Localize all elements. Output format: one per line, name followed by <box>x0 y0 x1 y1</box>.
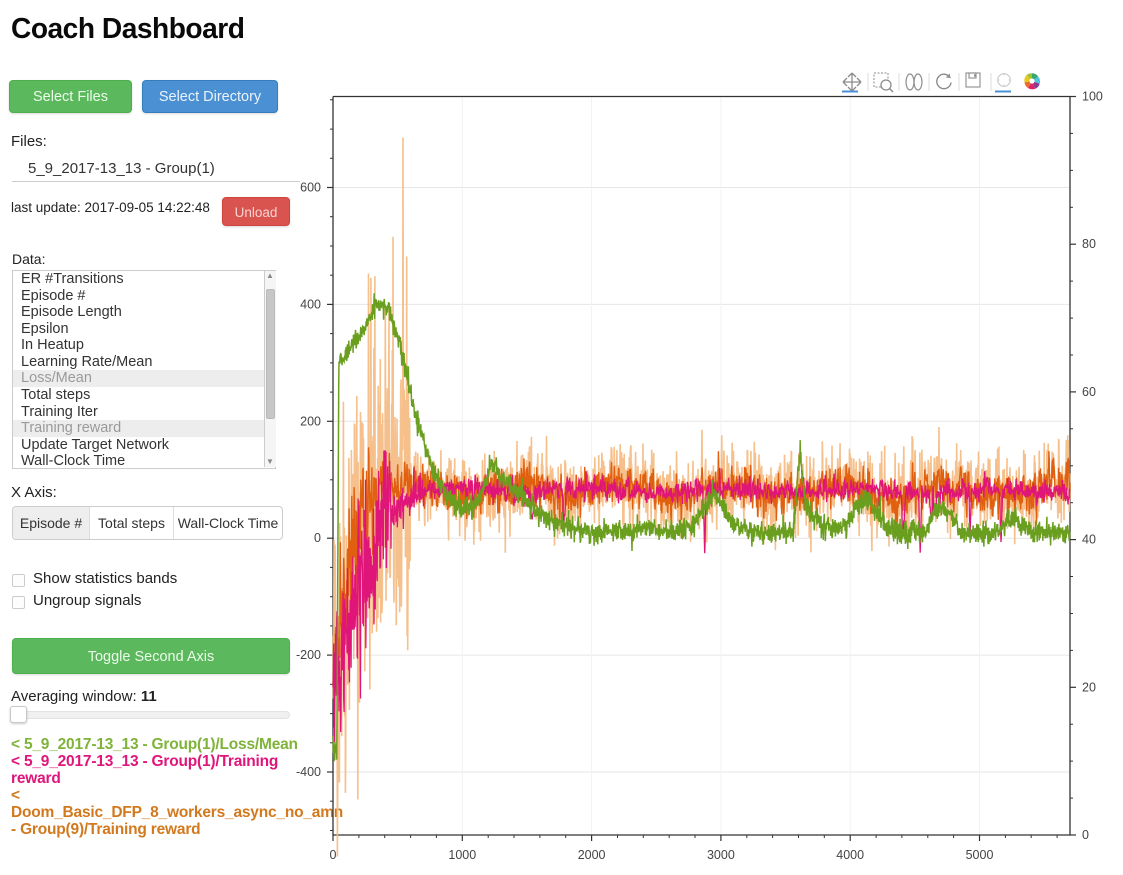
svg-text:100: 100 <box>1082 90 1103 104</box>
svg-text:1000: 1000 <box>448 848 476 862</box>
svg-text:3000: 3000 <box>707 848 735 862</box>
svg-text:40: 40 <box>1082 533 1096 547</box>
svg-text:80: 80 <box>1082 237 1096 251</box>
svg-text:0: 0 <box>1082 828 1089 842</box>
svg-text:400: 400 <box>300 297 321 311</box>
svg-text:5000: 5000 <box>966 848 994 862</box>
svg-text:4000: 4000 <box>836 848 864 862</box>
svg-text:-400: -400 <box>296 765 321 779</box>
svg-text:60: 60 <box>1082 385 1096 399</box>
svg-text:-200: -200 <box>296 648 321 662</box>
svg-text:0: 0 <box>314 531 321 545</box>
svg-text:200: 200 <box>300 414 321 428</box>
svg-text:20: 20 <box>1082 680 1096 694</box>
svg-text:0: 0 <box>330 848 337 862</box>
svg-text:600: 600 <box>300 181 321 195</box>
svg-text:2000: 2000 <box>578 848 606 862</box>
